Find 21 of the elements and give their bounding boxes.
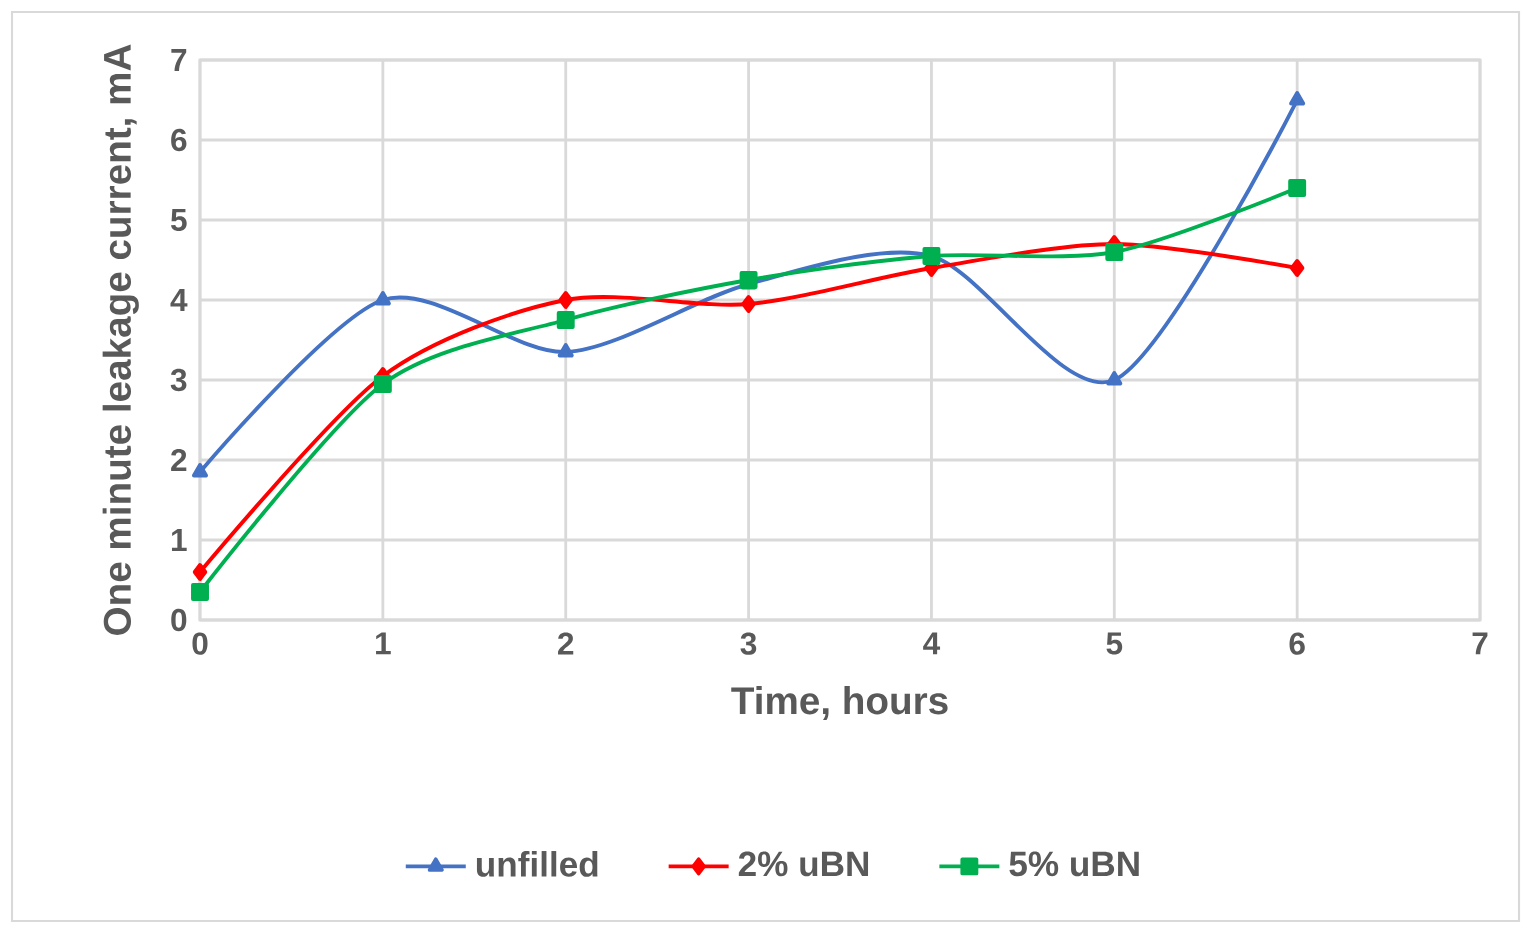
legend-label: 5% uBN — [1009, 851, 1139, 877]
x-axis-title: Time, hours — [731, 686, 948, 721]
y-tick-label: 6 — [171, 128, 187, 152]
y-axis-title: One minute leakage current, mA — [102, 44, 139, 635]
y-tick-label: 2 — [171, 448, 187, 472]
legend-label: unfilled — [476, 851, 598, 877]
x-tick-label: 0 — [192, 632, 208, 655]
y-tick-label: 0 — [171, 608, 187, 632]
y-tick-label: 7 — [171, 49, 187, 71]
y-tick-label: 1 — [171, 529, 187, 551]
legend-label: 2% uBN — [738, 851, 869, 877]
x-tick-label: 6 — [1289, 632, 1305, 655]
x-tick-label: 5 — [1106, 632, 1123, 655]
y-tick-label: 4 — [170, 289, 188, 311]
x-tick-label: 2 — [558, 632, 574, 655]
x-tick-label: 4 — [923, 632, 941, 655]
x-tick-label: 7 — [1472, 632, 1488, 655]
y-tick-label: 3 — [170, 368, 187, 392]
x-tick-label: 3 — [740, 632, 757, 655]
y-tick-label: 5 — [170, 208, 187, 232]
x-tick-label: 1 — [376, 632, 391, 655]
